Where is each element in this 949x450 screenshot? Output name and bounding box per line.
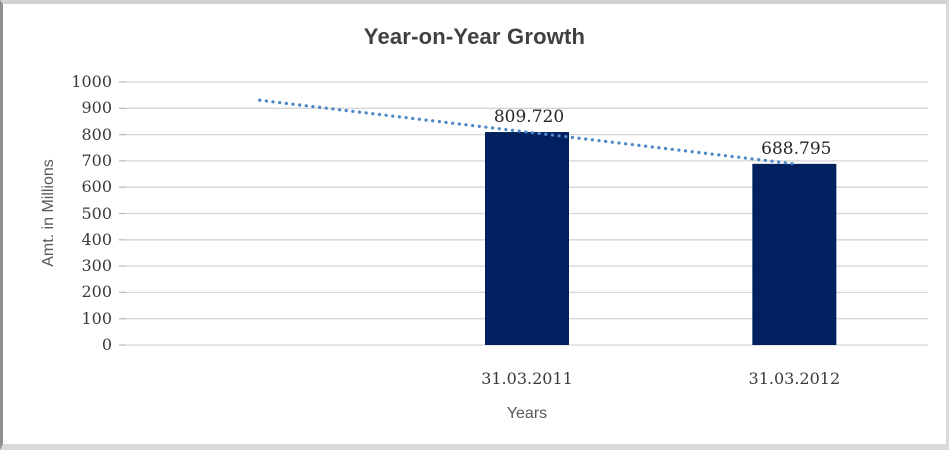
linear-trendline bbox=[258, 98, 796, 166]
y-tick-label: 700 bbox=[81, 150, 112, 170]
y-tick-label: 0 bbox=[101, 335, 112, 354]
y-tick-label: 200 bbox=[81, 282, 112, 302]
x-category-label: 31.03.2011 bbox=[481, 369, 573, 388]
y-tick-label: 800 bbox=[81, 124, 112, 144]
bar-series1-point1 bbox=[485, 132, 569, 345]
x-axis-title: Years bbox=[506, 405, 548, 422]
plot-area bbox=[119, 81, 928, 346]
bar-value-label: 688.795 bbox=[761, 138, 832, 159]
bar-value-label: 809.720 bbox=[493, 107, 565, 128]
y-tick-label: 500 bbox=[81, 203, 112, 223]
y-tick-label: 100 bbox=[81, 308, 112, 328]
y-tick-label: 600 bbox=[81, 177, 112, 197]
y-tick-label: 1000 bbox=[71, 72, 112, 91]
y-tick-label: 900 bbox=[81, 98, 112, 118]
bar-series1-point2 bbox=[752, 163, 837, 345]
x-category-label: 31.03.2012 bbox=[748, 369, 841, 388]
y-axis-title: Amt. in Millions bbox=[40, 159, 57, 267]
y-tick-label: 400 bbox=[81, 229, 112, 249]
y-tick-label: 300 bbox=[81, 256, 112, 276]
chart-title: Year-on-Year Growth bbox=[363, 24, 586, 49]
